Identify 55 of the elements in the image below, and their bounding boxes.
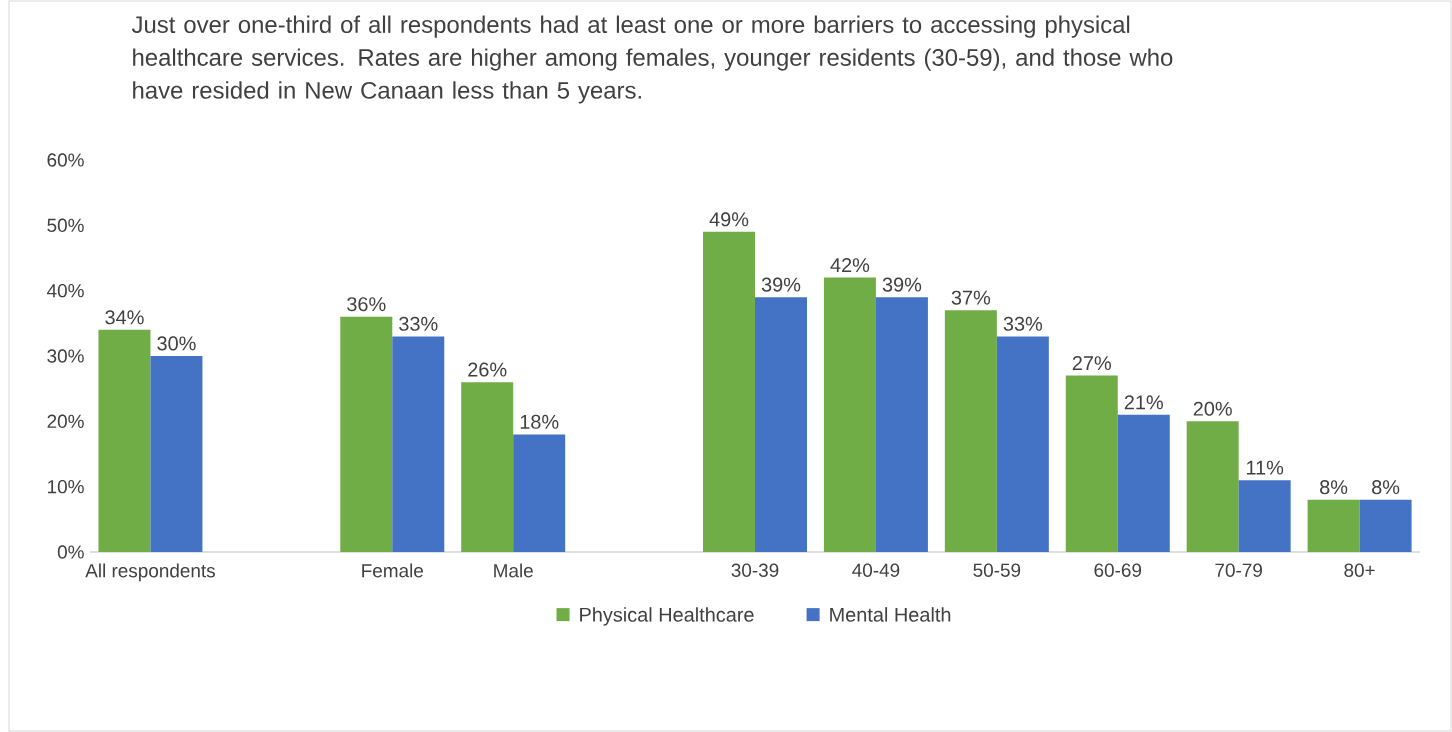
data-label: 33% bbox=[1003, 316, 1043, 331]
x-tick-label: 40-49 bbox=[852, 563, 900, 577]
data-label: 36% bbox=[347, 297, 386, 312]
chart-title: Just over one-third of all respondents had at least one or more barriers to accessing physical healthcare services. Rates are higher among females, younger residents (30-59), and those who have resided in New Canaan less than 5 years. bbox=[131, 15, 1173, 104]
data-label: 30% bbox=[157, 336, 196, 351]
bar bbox=[1307, 499, 1360, 552]
data-label: 39% bbox=[882, 277, 922, 292]
x-tick-label: Male bbox=[494, 563, 533, 578]
bar bbox=[1065, 375, 1118, 552]
bar bbox=[996, 336, 1049, 552]
legend-label: Mental Health bbox=[830, 607, 951, 622]
bar bbox=[703, 231, 756, 552]
data-label: 8% bbox=[1372, 480, 1400, 495]
bar bbox=[875, 297, 928, 552]
x-tick-label: 60-69 bbox=[1094, 563, 1142, 577]
bar bbox=[1186, 421, 1239, 552]
x-tick-label: 70-79 bbox=[1215, 563, 1262, 577]
y-tick-label: 30% bbox=[47, 349, 84, 363]
x-tick-label: 80+ bbox=[1344, 563, 1375, 577]
x-tick-label: All respondents bbox=[85, 563, 215, 582]
data-label: 21% bbox=[1124, 395, 1163, 410]
bar bbox=[392, 336, 445, 552]
y-tick-label: 50% bbox=[47, 218, 84, 233]
data-label: 18% bbox=[520, 414, 559, 429]
x-tick-label: Female bbox=[362, 563, 423, 578]
bar bbox=[755, 297, 808, 552]
y-tick-label: 60% bbox=[47, 153, 84, 167]
bar bbox=[1238, 480, 1291, 552]
data-label: 37% bbox=[951, 290, 991, 305]
data-label: 27% bbox=[1072, 356, 1111, 371]
bar bbox=[340, 316, 393, 552]
bar bbox=[150, 355, 203, 552]
data-label: 49% bbox=[709, 212, 749, 227]
bar bbox=[98, 329, 151, 552]
data-label: 26% bbox=[468, 362, 507, 377]
bar bbox=[944, 310, 997, 552]
bar bbox=[1117, 414, 1170, 552]
y-tick-label: 0% bbox=[57, 545, 84, 559]
y-tick-label: 40% bbox=[47, 283, 84, 298]
data-label: 8% bbox=[1320, 480, 1348, 495]
data-label: 39% bbox=[761, 277, 801, 292]
x-tick-label: 30-39 bbox=[731, 563, 779, 577]
data-label: 33% bbox=[399, 316, 438, 331]
data-label: 34% bbox=[105, 310, 144, 325]
data-label: 11% bbox=[1246, 460, 1284, 475]
bar bbox=[513, 434, 566, 552]
data-label: 42% bbox=[830, 258, 870, 273]
y-tick-label: 10% bbox=[48, 479, 84, 494]
data-label: 20% bbox=[1193, 401, 1232, 416]
bar bbox=[823, 277, 876, 552]
y-tick-label: 20% bbox=[47, 414, 84, 429]
bar bbox=[1359, 499, 1412, 552]
bar bbox=[461, 382, 514, 552]
legend-label: Physical Healthcare bbox=[580, 607, 754, 626]
x-tick-label: 50-59 bbox=[973, 563, 1021, 577]
